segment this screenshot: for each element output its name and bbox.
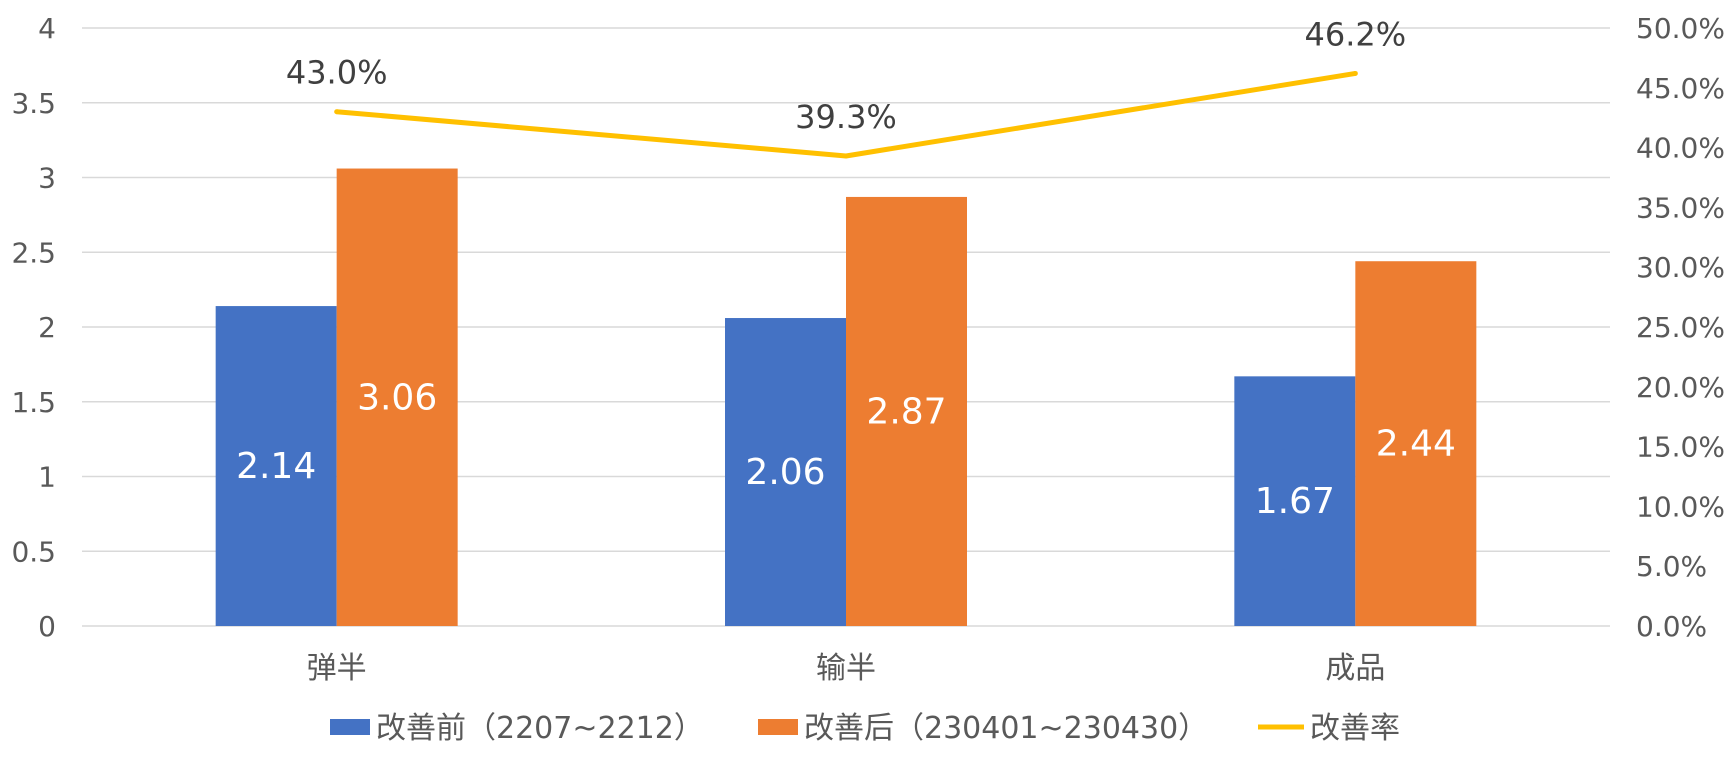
line-data-label: 39.3%: [795, 98, 897, 136]
left-tick-label: 1: [38, 461, 56, 494]
line-series: 43.0% 39.3% 46.2%: [286, 15, 1407, 159]
bar: [336, 168, 458, 626]
right-tick-label: 45.0%: [1636, 72, 1725, 105]
bar: [846, 196, 967, 626]
bar-data-label: 2.87: [866, 391, 946, 432]
legend-swatch: [758, 719, 798, 735]
line-point: [843, 153, 849, 159]
legend-swatch: [330, 719, 370, 735]
right-tick-label: 5.0%: [1636, 550, 1707, 583]
bar: [1355, 261, 1477, 626]
bar: [725, 318, 846, 626]
right-tick-label: 50.0%: [1636, 12, 1725, 45]
bar-data-label: 2.44: [1376, 424, 1456, 465]
right-tick-label: 40.0%: [1636, 132, 1725, 165]
left-y-axis: 0 0.5 1 1.5 2 2.5 3 3.5 4: [11, 12, 56, 643]
right-y-axis: 0.0% 5.0% 10.0% 15.0% 20.0% 25.0% 30.0% 35.0% 40…: [1636, 12, 1725, 643]
bar-data-label: 2.14: [236, 446, 316, 487]
right-tick-label: 15.0%: [1636, 431, 1725, 464]
line-point: [1352, 70, 1358, 76]
bar-series: 2.14 3.06 2.06 2.87 1.67 2.44: [215, 168, 1477, 626]
bar: [215, 306, 337, 626]
bar: [1234, 376, 1356, 626]
category-label: 输半: [816, 651, 876, 686]
left-tick-label: 3: [38, 162, 56, 195]
line-point: [334, 109, 340, 115]
legend-label: 改善率: [1310, 711, 1400, 746]
left-tick-label: 1.5: [11, 386, 56, 419]
left-tick-label: 4: [38, 12, 56, 45]
legend: 改善前（2207~2212） 改善后（230401~230430） 改善率: [330, 711, 1400, 746]
right-tick-label: 35.0%: [1636, 191, 1725, 224]
bar-data-label: 1.67: [1255, 481, 1335, 522]
bar-data-label: 3.06: [357, 377, 437, 418]
right-tick-label: 25.0%: [1636, 311, 1725, 344]
left-tick-label: 2: [38, 311, 56, 344]
right-tick-label: 0.0%: [1636, 610, 1707, 643]
legend-label: 改善后（230401~230430）: [804, 711, 1208, 746]
left-tick-label: 3.5: [11, 87, 56, 120]
bar-data-label: 2.06: [745, 452, 825, 493]
legend-label: 改善前（2207~2212）: [376, 711, 704, 746]
category-label: 成品: [1325, 651, 1385, 686]
left-tick-label: 2.5: [11, 236, 56, 269]
category-label: 弹半: [307, 651, 367, 686]
right-tick-label: 10.0%: [1636, 490, 1725, 523]
left-tick-label: 0.5: [11, 535, 56, 568]
line-data-label: 43.0%: [286, 54, 388, 92]
category-axis: 弹半 输半 成品: [307, 651, 1386, 686]
left-tick-label: 0: [38, 610, 56, 643]
right-tick-label: 30.0%: [1636, 251, 1725, 284]
right-tick-label: 20.0%: [1636, 371, 1725, 404]
line-data-label: 46.2%: [1305, 15, 1407, 53]
